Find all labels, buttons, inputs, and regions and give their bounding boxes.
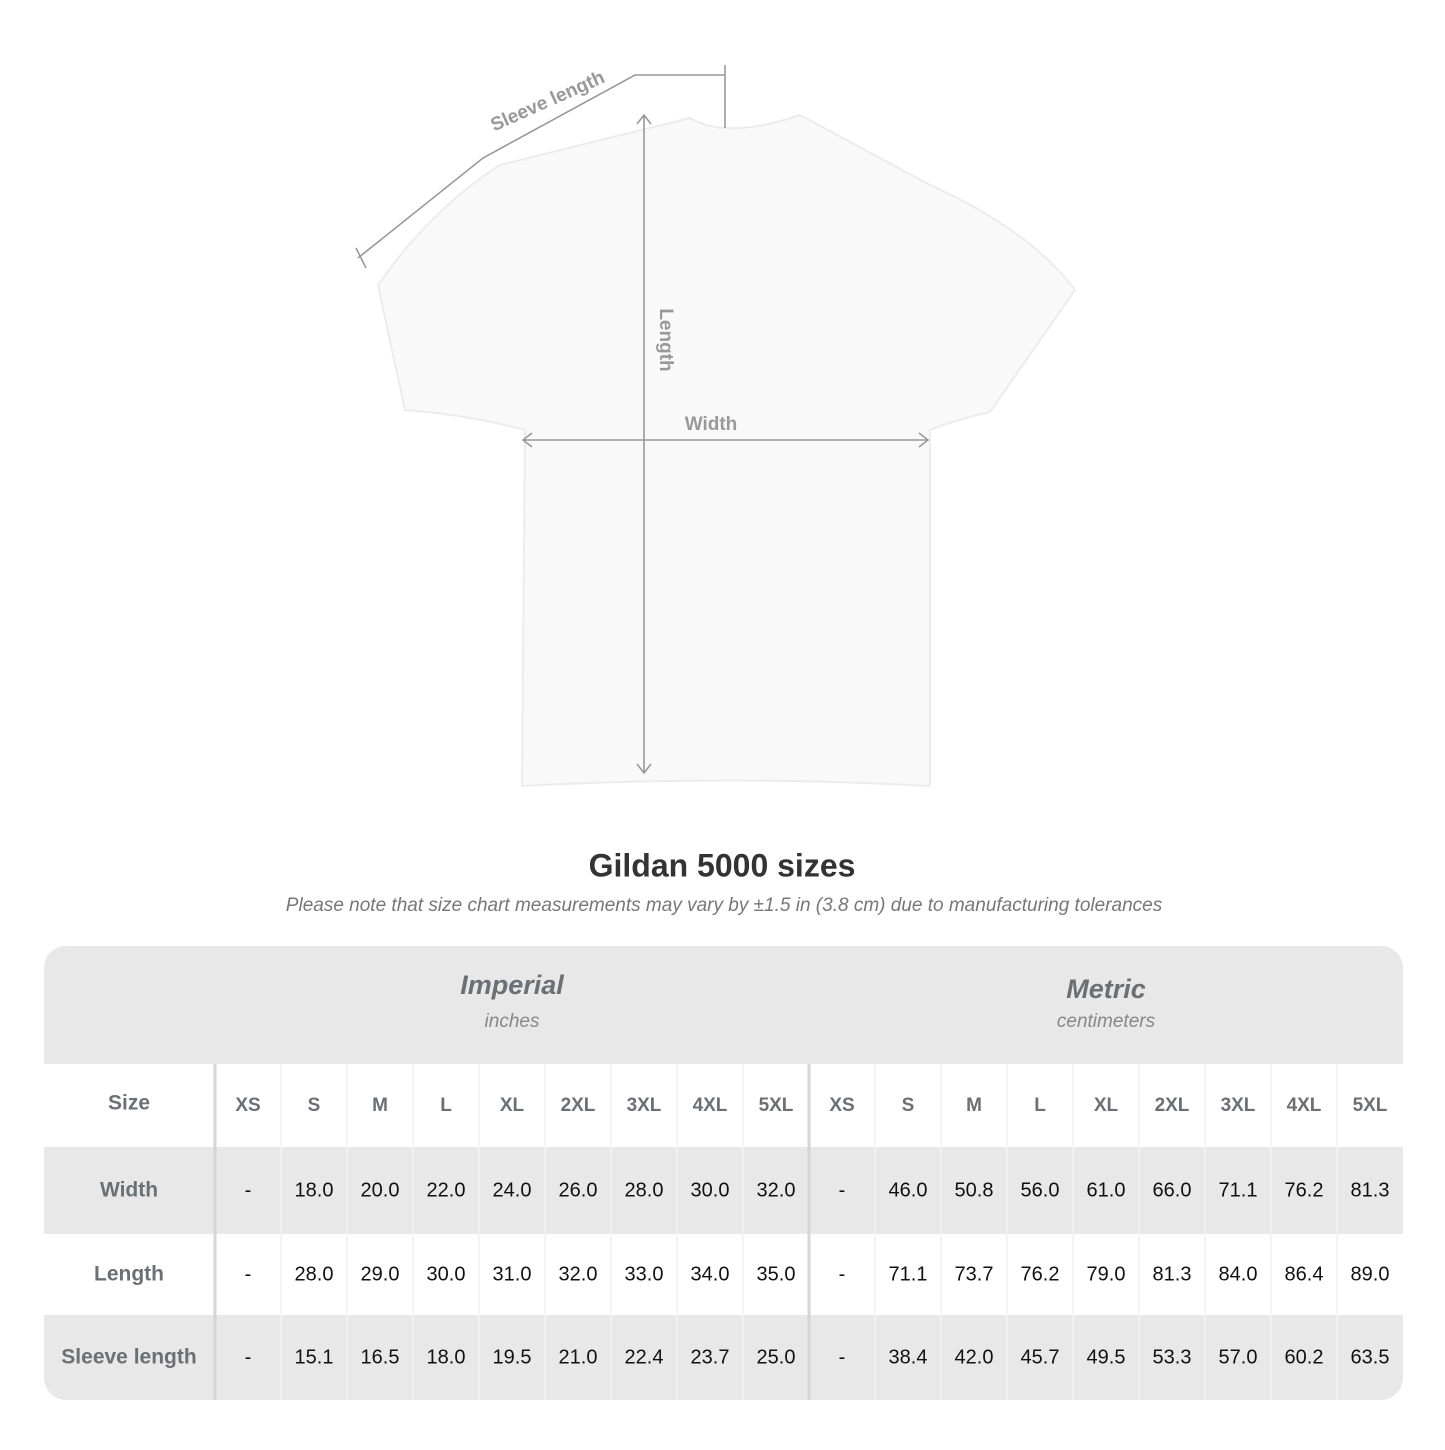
- cell-value: 21.0: [559, 1346, 598, 1368]
- cell-value: 25.0: [757, 1346, 796, 1368]
- size-row-bg: [44, 1064, 1403, 1147]
- size-header: L: [1034, 1095, 1046, 1116]
- size-header: M: [966, 1095, 982, 1116]
- row-label: Width: [100, 1179, 158, 1202]
- size-header: XS: [829, 1095, 854, 1116]
- cell-value: 71.1: [889, 1263, 928, 1285]
- row-label: Sleeve length: [61, 1346, 196, 1369]
- cell-value: 34.0: [691, 1263, 730, 1285]
- cell-value: 63.5: [1351, 1346, 1390, 1368]
- cell-value: 86.4: [1285, 1263, 1324, 1285]
- cell-value: -: [245, 1179, 252, 1201]
- cell-value: -: [839, 1263, 846, 1285]
- cell-value: 28.0: [625, 1179, 664, 1201]
- length-row-bg: [44, 1234, 1403, 1315]
- cell-value: 57.0: [1219, 1346, 1258, 1368]
- cell-value: 26.0: [559, 1179, 598, 1201]
- size-label: Size: [108, 1092, 150, 1115]
- group-unit: inches: [485, 1011, 540, 1032]
- sleeve-label: Sleeve length: [488, 67, 608, 136]
- cell-value: 32.0: [559, 1263, 598, 1285]
- group-name: Imperial: [460, 970, 564, 1000]
- tshirt: [376, 113, 1077, 788]
- cell-value: 30.0: [691, 1179, 730, 1201]
- title: Gildan 5000 sizes: [589, 847, 856, 883]
- size-header: S: [902, 1095, 915, 1116]
- size-header: 2XL: [1155, 1095, 1190, 1116]
- cell-value: 53.3: [1153, 1346, 1192, 1368]
- cell-value: 18.0: [295, 1179, 334, 1201]
- header-band-fill: [44, 1000, 1403, 1064]
- cell-value: 15.1: [295, 1346, 334, 1368]
- length-arrow: [636, 113, 652, 775]
- cell-value: 73.7: [955, 1263, 994, 1285]
- cell-value: -: [245, 1346, 252, 1368]
- cell-value: 42.0: [955, 1346, 994, 1368]
- cell-value: 71.1: [1219, 1179, 1258, 1201]
- cell-value: 24.0: [493, 1179, 532, 1201]
- cell-value: 19.5: [493, 1346, 532, 1368]
- cell-value: 81.3: [1153, 1263, 1192, 1285]
- size-header: 4XL: [693, 1095, 728, 1116]
- cell-value: 35.0: [757, 1263, 796, 1285]
- cell-value: 49.5: [1087, 1346, 1126, 1368]
- cell-value: 31.0: [493, 1263, 532, 1285]
- cell-value: 16.5: [361, 1346, 400, 1368]
- tshirt-diagram: Sleeve length Length Width: [355, 65, 1077, 788]
- size-header: 5XL: [759, 1095, 794, 1116]
- size-header: M: [372, 1095, 388, 1116]
- cell-value: 66.0: [1153, 1179, 1192, 1201]
- size-header: 3XL: [1221, 1095, 1256, 1116]
- size-header: 4XL: [1287, 1095, 1322, 1116]
- cell-value: 60.2: [1285, 1346, 1324, 1368]
- cell-value: 32.0: [757, 1179, 796, 1201]
- size-header: S: [308, 1095, 321, 1116]
- cell-value: 20.0: [361, 1179, 400, 1201]
- cell-value: 61.0: [1087, 1179, 1126, 1201]
- note: Please note that size chart measurements…: [286, 895, 1163, 916]
- size-header: 2XL: [561, 1095, 596, 1116]
- cell-value: 46.0: [889, 1179, 928, 1201]
- cell-value: 23.7: [691, 1346, 730, 1368]
- size-header: 3XL: [627, 1095, 662, 1116]
- size-header: XL: [1094, 1095, 1119, 1116]
- cell-value: 22.4: [625, 1346, 664, 1368]
- cell-value: 84.0: [1219, 1263, 1258, 1285]
- group-unit: centimeters: [1057, 1011, 1156, 1032]
- sleeve-line: [355, 65, 726, 269]
- cell-value: 28.0: [295, 1263, 334, 1285]
- size-header: L: [440, 1095, 452, 1116]
- row-label: Length: [94, 1263, 164, 1286]
- cell-value: 29.0: [361, 1263, 400, 1285]
- cell-value: 79.0: [1087, 1263, 1126, 1285]
- cell-value: -: [839, 1179, 846, 1201]
- size-header: XS: [235, 1095, 260, 1116]
- cell-value: 81.3: [1351, 1179, 1390, 1201]
- length-label: Length: [655, 308, 676, 371]
- width-arrow: [521, 432, 930, 448]
- cell-value: 22.0: [427, 1179, 466, 1201]
- group-name: Metric: [1066, 974, 1146, 1004]
- cell-value: 50.8: [955, 1179, 994, 1201]
- cell-value: 45.7: [1021, 1346, 1060, 1368]
- width-label: Width: [685, 414, 738, 435]
- cell-value: 33.0: [625, 1263, 664, 1285]
- cell-value: 56.0: [1021, 1179, 1060, 1201]
- cell-value: 38.4: [889, 1346, 928, 1368]
- cell-value: -: [839, 1346, 846, 1368]
- cell-value: -: [245, 1263, 252, 1285]
- cell-value: 89.0: [1351, 1263, 1390, 1285]
- size-table: Imperial inches XS S M L XL 2XL 3XL 4XL 5XL Metric c…: [44, 946, 1403, 1400]
- cell-value: 18.0: [427, 1346, 466, 1368]
- cell-value: 76.2: [1021, 1263, 1060, 1285]
- cell-value: 76.2: [1285, 1179, 1324, 1201]
- size-header: XL: [500, 1095, 525, 1116]
- size-header: 5XL: [1353, 1095, 1388, 1116]
- cell-value: 30.0: [427, 1263, 466, 1285]
